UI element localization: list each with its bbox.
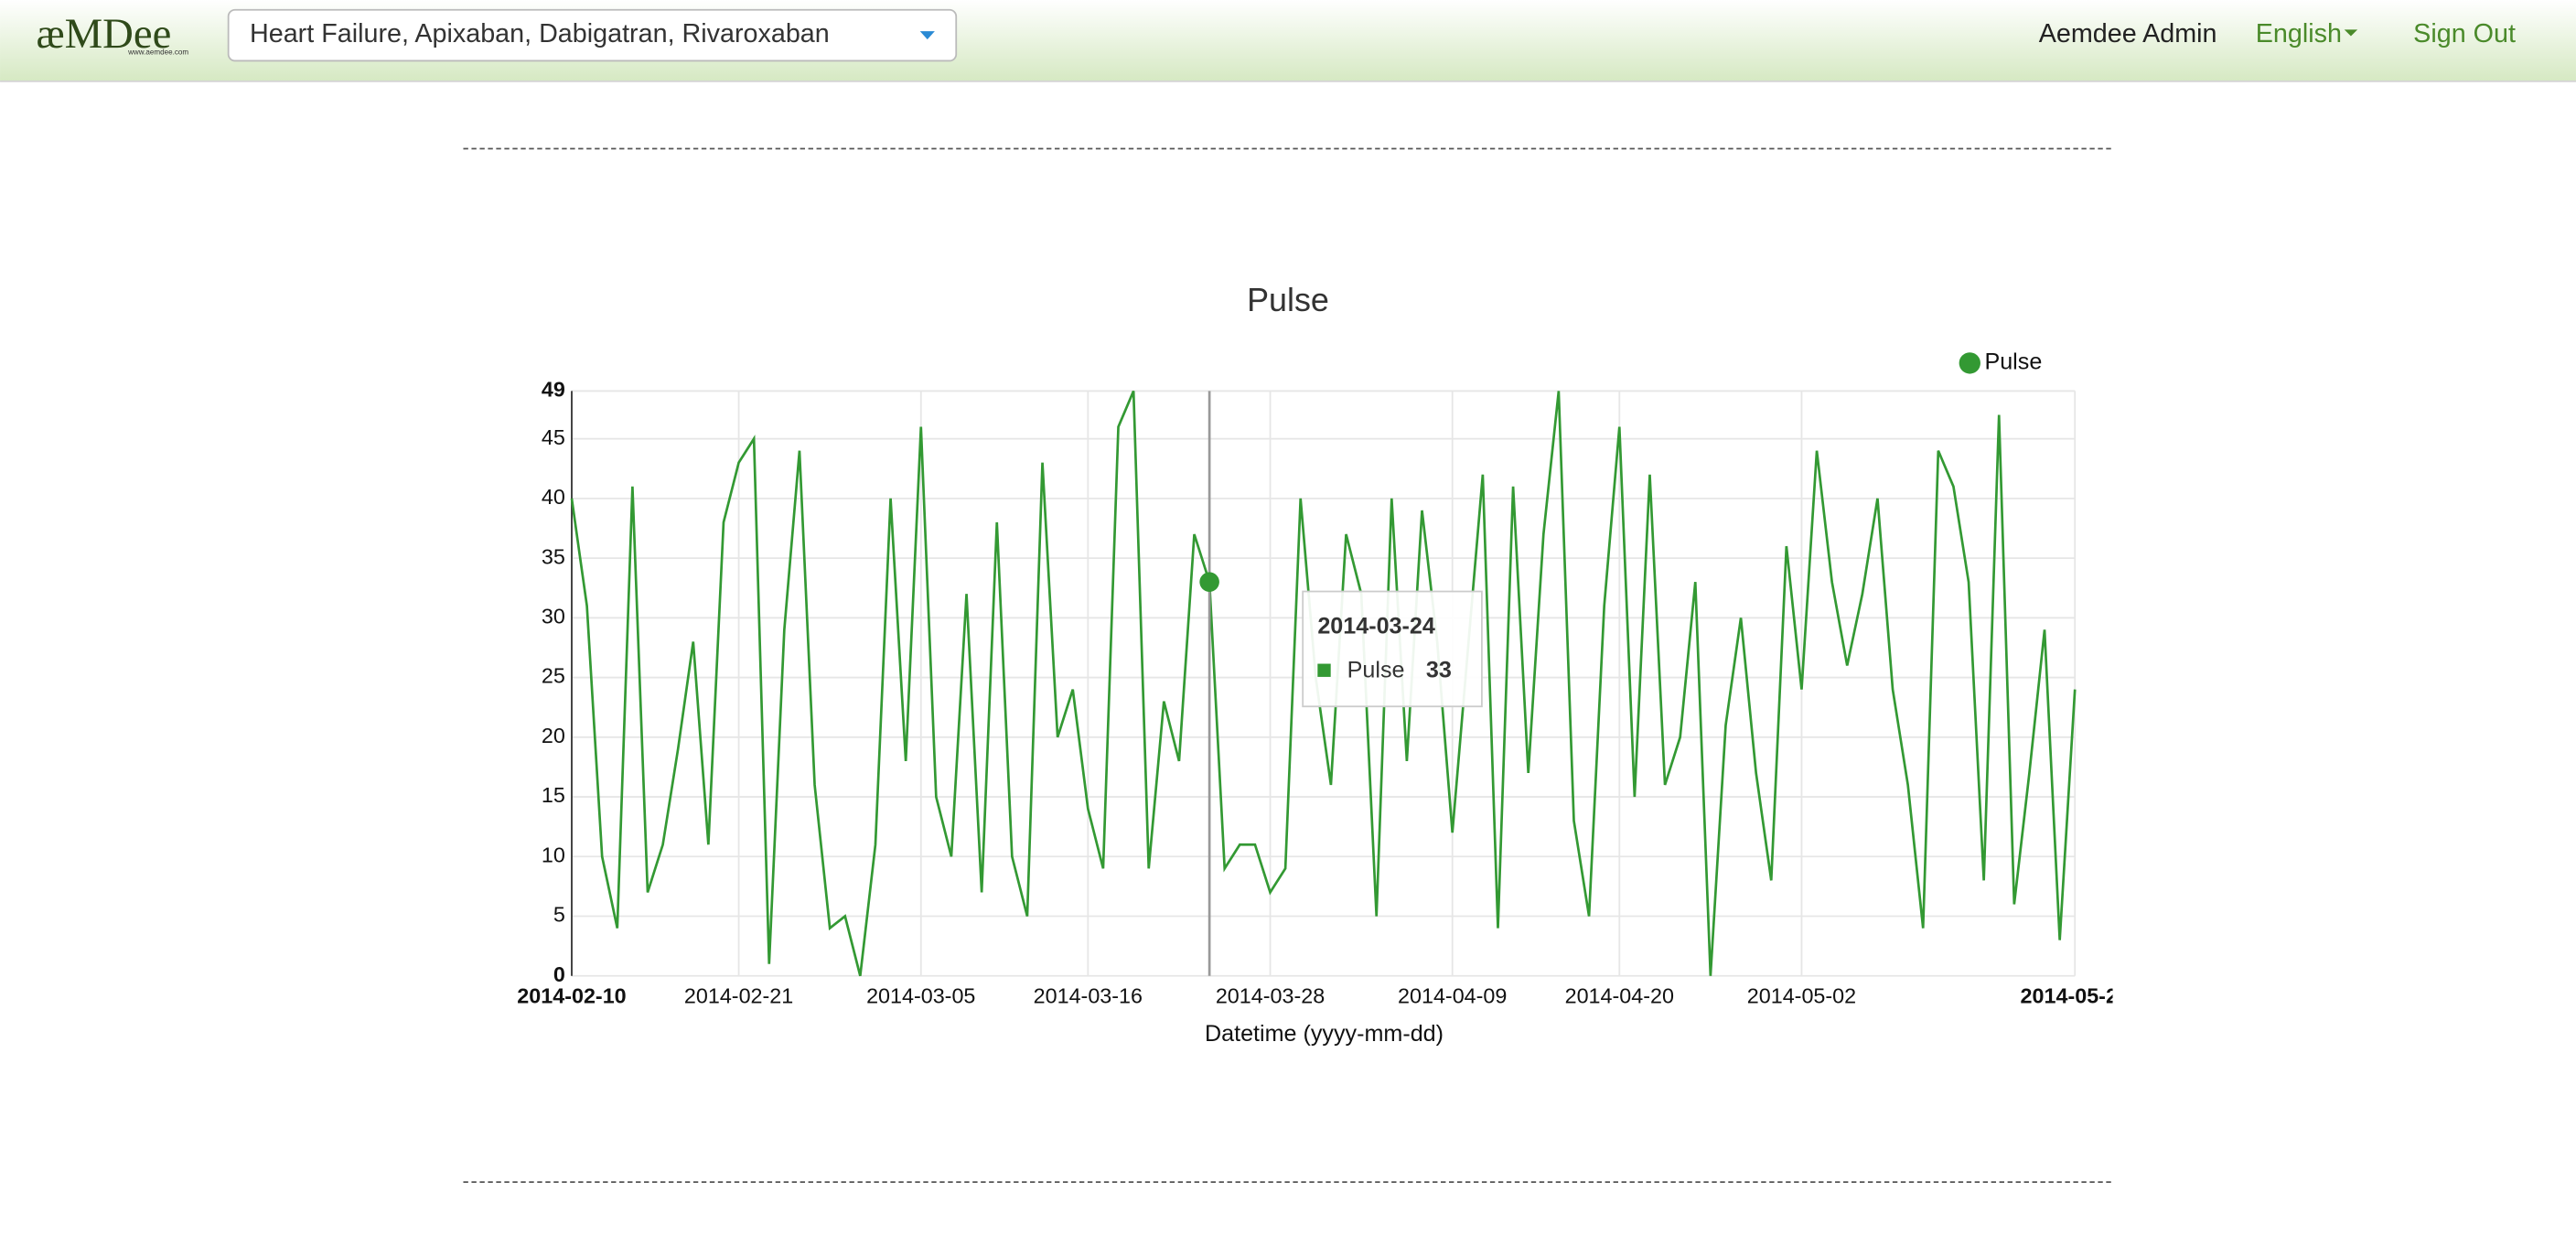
language-caret [2344, 29, 2358, 37]
dataset-selector[interactable] [227, 8, 958, 62]
highlight-point [1199, 572, 1219, 592]
selector-text: Heart Failure, Apixaban, Dabigatran, Riv… [250, 19, 830, 48]
x-tick-label: 2014-04-09 [1398, 983, 1507, 1007]
x-tick-label: 2014-03-28 [1216, 983, 1325, 1007]
logo-url: www.aemdee.com [127, 48, 188, 56]
x-tick-label: 2014-03-05 [866, 983, 975, 1007]
tooltip-value: 33 [1426, 657, 1452, 682]
tooltip-swatch [1317, 663, 1331, 677]
sign-out[interactable]: Sign Out [2413, 19, 2516, 48]
legend-label: Pulse [1984, 349, 2042, 375]
x-tick-label: 2014-03-16 [1034, 983, 1143, 1007]
y-tick-label: 49 [542, 378, 565, 402]
y-tick-label: 10 [542, 843, 565, 866]
tooltip: 2014-03-24 Pulse 33 [1302, 590, 1483, 708]
x-tick-label: 2014-04-20 [1565, 983, 1674, 1007]
chart-title: Pulse [1247, 281, 1329, 318]
y-tick-label: 0 [553, 962, 565, 986]
tooltip-date: 2014-03-24 [1317, 614, 1435, 639]
x-tick-label: 2014-05-20 [2021, 983, 2130, 1007]
x-tick-label: 2014-05-02 [1747, 983, 1856, 1007]
logo[interactable]: æMDee [37, 10, 172, 58]
y-tick-label: 15 [542, 783, 565, 807]
user-name: Aemdee Admin [2039, 19, 2217, 48]
y-tick-label: 25 [542, 664, 565, 688]
y-tick-label: 20 [542, 724, 565, 747]
tooltip-series: Pulse [1347, 657, 1405, 682]
y-tick-label: 45 [542, 425, 565, 449]
x-tick-label: 2014-02-10 [517, 983, 626, 1007]
selector-caret [919, 31, 935, 40]
plot: 0 5 10 15 20 25 30 35 40 45 49 2014-02-10 2014-02-21… [517, 349, 2130, 1008]
y-tick-label: 5 [553, 903, 565, 927]
x-axis-label: Datetime (yyyy-mm-dd) [1205, 1021, 1444, 1047]
tooltip-box [1302, 590, 1483, 708]
y-tick-label: 30 [542, 604, 565, 628]
x-tick-label: 2014-02-21 [684, 983, 793, 1007]
y-tick-label: 35 [542, 544, 565, 568]
y-tick-label: 40 [542, 485, 565, 509]
data-line [570, 390, 2077, 977]
legend-marker [1959, 352, 1980, 374]
language-menu[interactable]: English [2256, 19, 2342, 48]
